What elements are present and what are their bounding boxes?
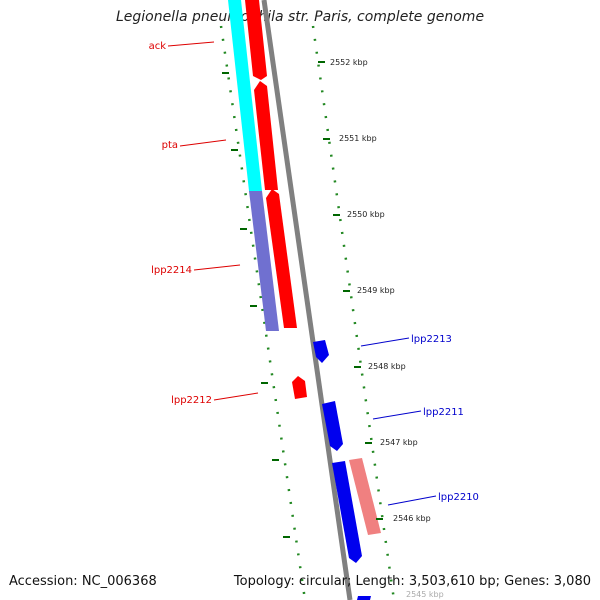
lpp2212-cds-arrow [292,376,307,399]
tick-label-2552: 2552 kbp [330,58,368,67]
lpp2214-feature [249,191,279,331]
lpp2211-leader [372,410,422,420]
ack-cds-arrow [245,0,267,80]
genome-summary-text: Topology: circular; Length: 3,503,610 bp… [233,574,591,589]
gene-label-pta: pta [162,140,178,151]
lpp2211-cds-arrow [322,401,343,451]
lpp2214-leader [193,264,241,271]
tick-label-2551: 2551 kbp [339,134,377,143]
gene-label-lpp2214: lpp2214 [151,265,192,276]
accession-text: Accession: NC_006368 [9,574,157,589]
lpp2210-cds-arrow [332,461,362,563]
ack-feature [228,0,262,191]
tick-label-2547: 2547 kbp [380,438,418,447]
next-cds-arrow [357,596,371,600]
scale-ticks [222,61,383,538]
lpp2213-leader [360,337,410,347]
gene-label-lpp2213: lpp2213 [411,334,452,345]
tick-label-2546: 2546 kbp [393,514,431,523]
gene-label-lpp2212: lpp2212 [171,395,212,406]
gene-label-lpp2211: lpp2211 [423,407,464,418]
tick-label-2549: 2549 kbp [357,286,395,295]
map-title: Legionella pneumophila str. Paris, compl… [115,9,485,25]
lpp2213-cds-arrow [313,340,329,363]
pta-leader [179,139,227,147]
ack-leader [167,41,215,47]
gene-label-ack: ack [149,41,167,52]
lpp2212-leader [213,392,259,401]
backbone-line [261,0,353,600]
lpp2214-cds-arrow [266,189,297,328]
tick-label-2548: 2548 kbp [368,362,406,371]
tick-label-2550: 2550 kbp [347,210,385,219]
tick-label-2545: 2545 kbp [406,590,444,599]
pta-cds-arrow [254,81,278,190]
lpp2210-leader [387,495,437,506]
gene-label-lpp2210: lpp2210 [438,492,479,503]
lpp2210-feature [349,458,381,535]
